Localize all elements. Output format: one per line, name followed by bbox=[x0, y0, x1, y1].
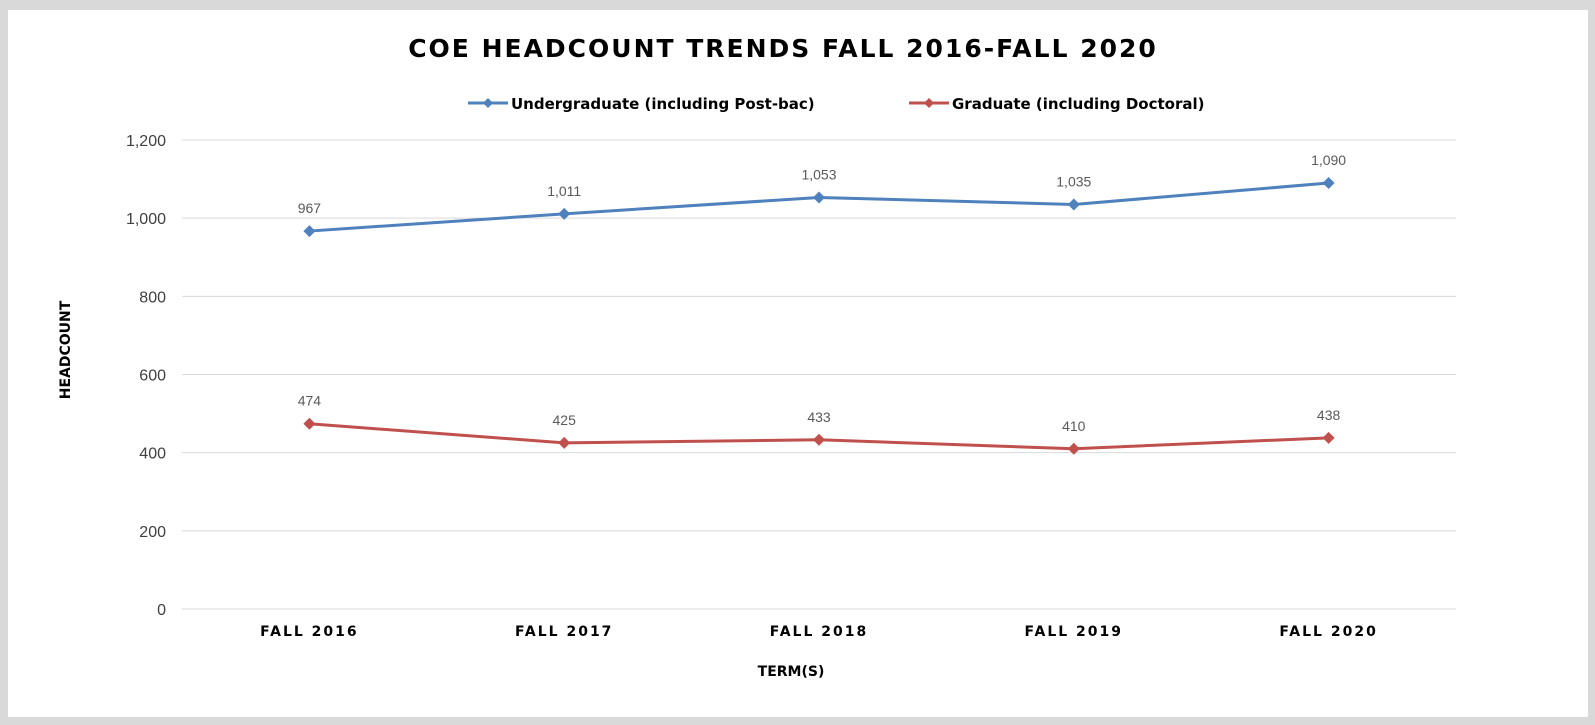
chart-title: COE HEADCOUNT TRENDS FALL 2016-FALL 2020 bbox=[408, 34, 1158, 63]
x-tick-label: FALL 2016 bbox=[260, 624, 358, 640]
y-tick-label: 1,000 bbox=[126, 211, 166, 228]
data-label: 410 bbox=[1062, 418, 1086, 434]
legend-label-graduate: Graduate (including Doctoral) bbox=[952, 95, 1204, 113]
data-point-marker bbox=[558, 207, 571, 220]
data-label: 425 bbox=[553, 412, 577, 428]
y-tick-label: 0 bbox=[157, 602, 166, 619]
series bbox=[303, 176, 1335, 455]
line-chart: COE HEADCOUNT TRENDS FALL 2016-FALL 2020… bbox=[58, 34, 1456, 680]
data-point-marker bbox=[303, 225, 316, 238]
chart-area: COE HEADCOUNT TRENDS FALL 2016-FALL 2020… bbox=[8, 10, 1588, 717]
data-point-marker bbox=[303, 417, 316, 430]
gridlines bbox=[182, 139, 1456, 610]
legend: Undergraduate (including Post-bac) Gradu… bbox=[468, 95, 1204, 113]
data-label: 1,090 bbox=[1311, 152, 1346, 168]
data-point-marker bbox=[813, 191, 825, 204]
y-tick-label: 1,200 bbox=[126, 133, 166, 150]
y-tick-label: 600 bbox=[139, 368, 166, 385]
y-tick-label: 400 bbox=[139, 446, 166, 463]
x-axis-ticks: FALL 2016 FALL 2017 FALL 2018 FALL 2019 FALL… bbox=[260, 624, 1377, 640]
data-point-marker bbox=[1322, 431, 1335, 444]
data-point-marker bbox=[1067, 198, 1080, 211]
data-point-marker bbox=[1322, 176, 1335, 189]
data-point-marker bbox=[813, 433, 825, 446]
data-label: 1,053 bbox=[801, 166, 836, 182]
y-axis-ticks: 0 200 400 600 800 1,000 1,200 bbox=[126, 133, 166, 619]
data-label: 474 bbox=[298, 393, 322, 409]
y-tick-label: 800 bbox=[139, 289, 166, 306]
legend-item-graduate: Graduate (including Doctoral) bbox=[909, 95, 1204, 113]
x-tick-label: FALL 2017 bbox=[515, 624, 613, 640]
legend-label-undergraduate: Undergraduate (including Post-bac) bbox=[511, 95, 815, 113]
x-tick-label: FALL 2020 bbox=[1279, 624, 1377, 640]
series-line-undergraduate bbox=[309, 181, 1329, 233]
x-tick-label: FALL 2018 bbox=[770, 624, 868, 640]
y-tick-label: 200 bbox=[139, 524, 166, 541]
legend-marker-graduate bbox=[924, 98, 934, 108]
data-label: 438 bbox=[1317, 407, 1341, 423]
data-label: 1,035 bbox=[1056, 173, 1091, 189]
data-labels: 967 1,011 1,053 1,035 1,090 474 425 433 410 438 bbox=[298, 152, 1347, 434]
data-point-marker bbox=[558, 436, 571, 449]
legend-item-undergraduate: Undergraduate (including Post-bac) bbox=[468, 95, 815, 113]
data-label: 967 bbox=[298, 200, 322, 216]
x-axis-title: TERM(S) bbox=[758, 664, 825, 680]
y-axis-title: HEADCOUNT bbox=[58, 300, 74, 399]
data-point-marker bbox=[1067, 442, 1080, 455]
data-label: 1,011 bbox=[547, 183, 581, 199]
data-label: 433 bbox=[807, 409, 831, 425]
x-tick-label: FALL 2019 bbox=[1025, 624, 1123, 640]
legend-marker-undergraduate bbox=[483, 98, 493, 108]
